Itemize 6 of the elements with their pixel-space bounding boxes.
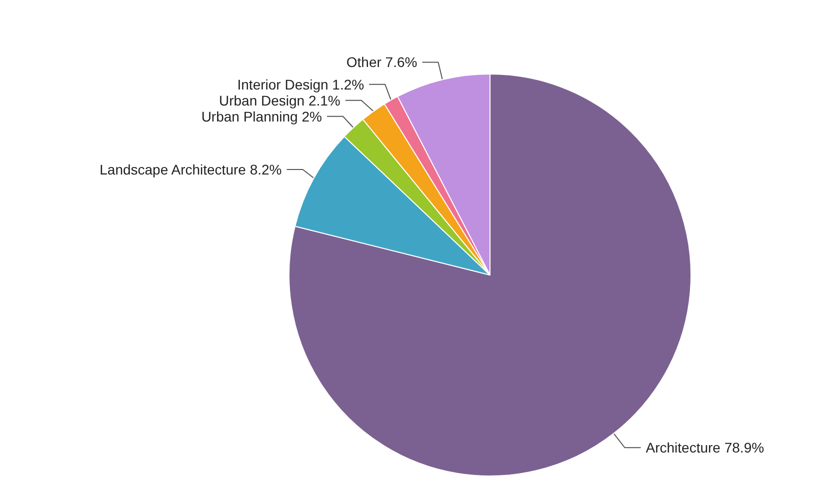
slice-label: Other 7.6% bbox=[346, 54, 418, 70]
slice-label: Urban Design 2.1% bbox=[218, 92, 340, 108]
slice-label: Urban Planning 2% bbox=[201, 108, 322, 124]
slice-label: Architecture 78.9% bbox=[646, 440, 764, 456]
slice-label: Landscape Architecture 8.2% bbox=[100, 161, 282, 178]
slice-label: Interior Design 1.2% bbox=[237, 76, 364, 92]
